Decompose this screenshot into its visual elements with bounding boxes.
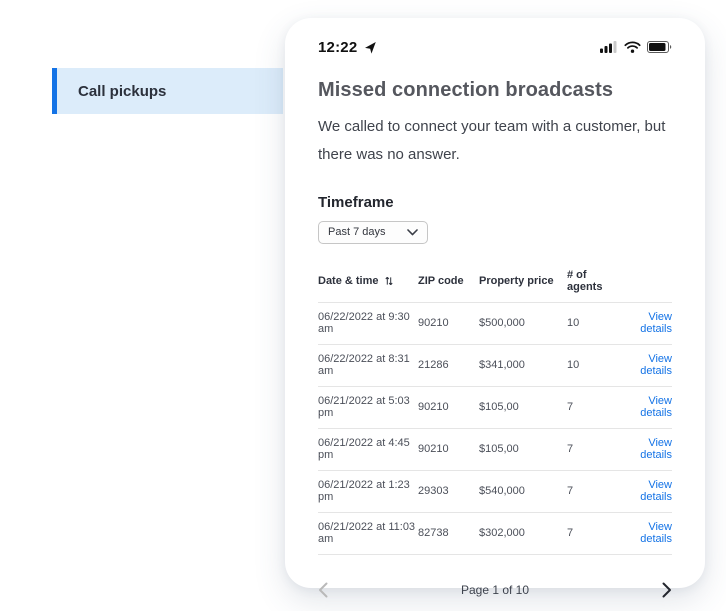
view-details-link[interactable]: View details	[640, 311, 672, 335]
table-row: 06/21/2022 at 1:23 pm 29303 $540,000 7 V…	[318, 471, 672, 513]
cell-agents: 7	[567, 485, 574, 497]
cell-zip: 90210	[418, 317, 449, 329]
cell-datetime: 06/21/2022 at 4:45 pm	[318, 437, 410, 461]
cell-price: $540,000	[479, 485, 525, 497]
column-header-price: Property price	[479, 274, 554, 287]
battery-icon	[647, 41, 672, 53]
cell-zip: 90210	[418, 443, 449, 455]
pagination-prev-button[interactable]	[318, 582, 358, 598]
cell-agents: 7	[567, 401, 574, 413]
status-bar: 12:22	[318, 37, 672, 57]
cell-price: $341,000	[479, 359, 525, 371]
cell-price: $105,00	[479, 443, 519, 455]
column-header-zip: ZIP code	[418, 274, 464, 287]
table-row: 06/22/2022 at 9:30 am 90210 $500,000 10 …	[318, 303, 672, 345]
chevron-right-icon	[662, 582, 672, 598]
pagination: Page 1 of 10	[318, 569, 672, 611]
view-details-link[interactable]: View details	[640, 521, 672, 545]
status-time: 12:22	[318, 38, 358, 56]
table-header-row: Date & time ZIP code Property price # of…	[318, 269, 672, 303]
cell-zip: 90210	[418, 401, 449, 413]
pagination-label: Page 1 of 10	[460, 582, 530, 597]
sidebar-item-label: Call pickups	[78, 82, 167, 100]
cell-datetime: 06/21/2022 at 1:23 pm	[318, 479, 410, 503]
cell-datetime: 06/21/2022 at 11:03 am	[318, 521, 416, 545]
table-row: 06/21/2022 at 4:45 pm 90210 $105,00 7 Vi…	[318, 429, 672, 471]
wifi-icon	[624, 41, 641, 53]
cell-price: $105,00	[479, 401, 519, 413]
cell-price: $302,000	[479, 527, 525, 539]
broadcasts-table: Date & time ZIP code Property price # of…	[318, 269, 672, 555]
page-title: Missed connection broadcasts	[318, 79, 614, 101]
column-header-agents: # of agents	[567, 268, 603, 293]
cell-agents: 10	[567, 359, 580, 371]
phone-mockup: 12:22	[285, 18, 705, 597]
cell-price: $500,000	[479, 317, 525, 329]
view-details-link[interactable]: View details	[640, 437, 672, 461]
cellular-signal-icon	[600, 41, 618, 53]
table-row: 06/21/2022 at 11:03 am 82738 $302,000 7 …	[318, 513, 672, 555]
cell-datetime: 06/22/2022 at 9:30 am	[318, 311, 410, 335]
cell-datetime: 06/22/2022 at 8:31 am	[318, 353, 410, 377]
cell-agents: 7	[567, 527, 574, 539]
cell-zip: 29303	[418, 485, 449, 497]
sidebar-item-call-pickups[interactable]: Call pickups	[52, 68, 283, 114]
view-details-link[interactable]: View details	[640, 353, 672, 377]
view-details-link[interactable]: View details	[640, 395, 672, 419]
cell-agents: 10	[567, 317, 580, 329]
cell-zip: 21286	[418, 359, 449, 371]
chevron-left-icon	[318, 582, 328, 598]
location-arrow-icon	[364, 41, 377, 54]
table-row: 06/21/2022 at 5:03 pm 90210 $105,00 7 Vi…	[318, 387, 672, 429]
chevron-down-icon	[407, 228, 418, 236]
page-subtitle: We called to connect your team with a cu…	[318, 118, 666, 163]
cell-zip: 82738	[418, 527, 449, 539]
cell-datetime: 06/21/2022 at 5:03 pm	[318, 395, 410, 419]
timeframe-selected-value: Past 7 days	[328, 226, 386, 238]
column-header-date-time[interactable]: Date & time	[318, 275, 418, 287]
timeframe-label: Timeframe	[318, 193, 394, 211]
view-details-link[interactable]: View details	[640, 479, 672, 503]
sort-arrows-icon[interactable]	[384, 276, 393, 286]
cell-agents: 7	[567, 443, 574, 455]
timeframe-dropdown[interactable]: Past 7 days	[318, 220, 428, 244]
table-row: 06/22/2022 at 8:31 am 21286 $341,000 10 …	[318, 345, 672, 387]
pagination-next-button[interactable]	[632, 582, 672, 598]
